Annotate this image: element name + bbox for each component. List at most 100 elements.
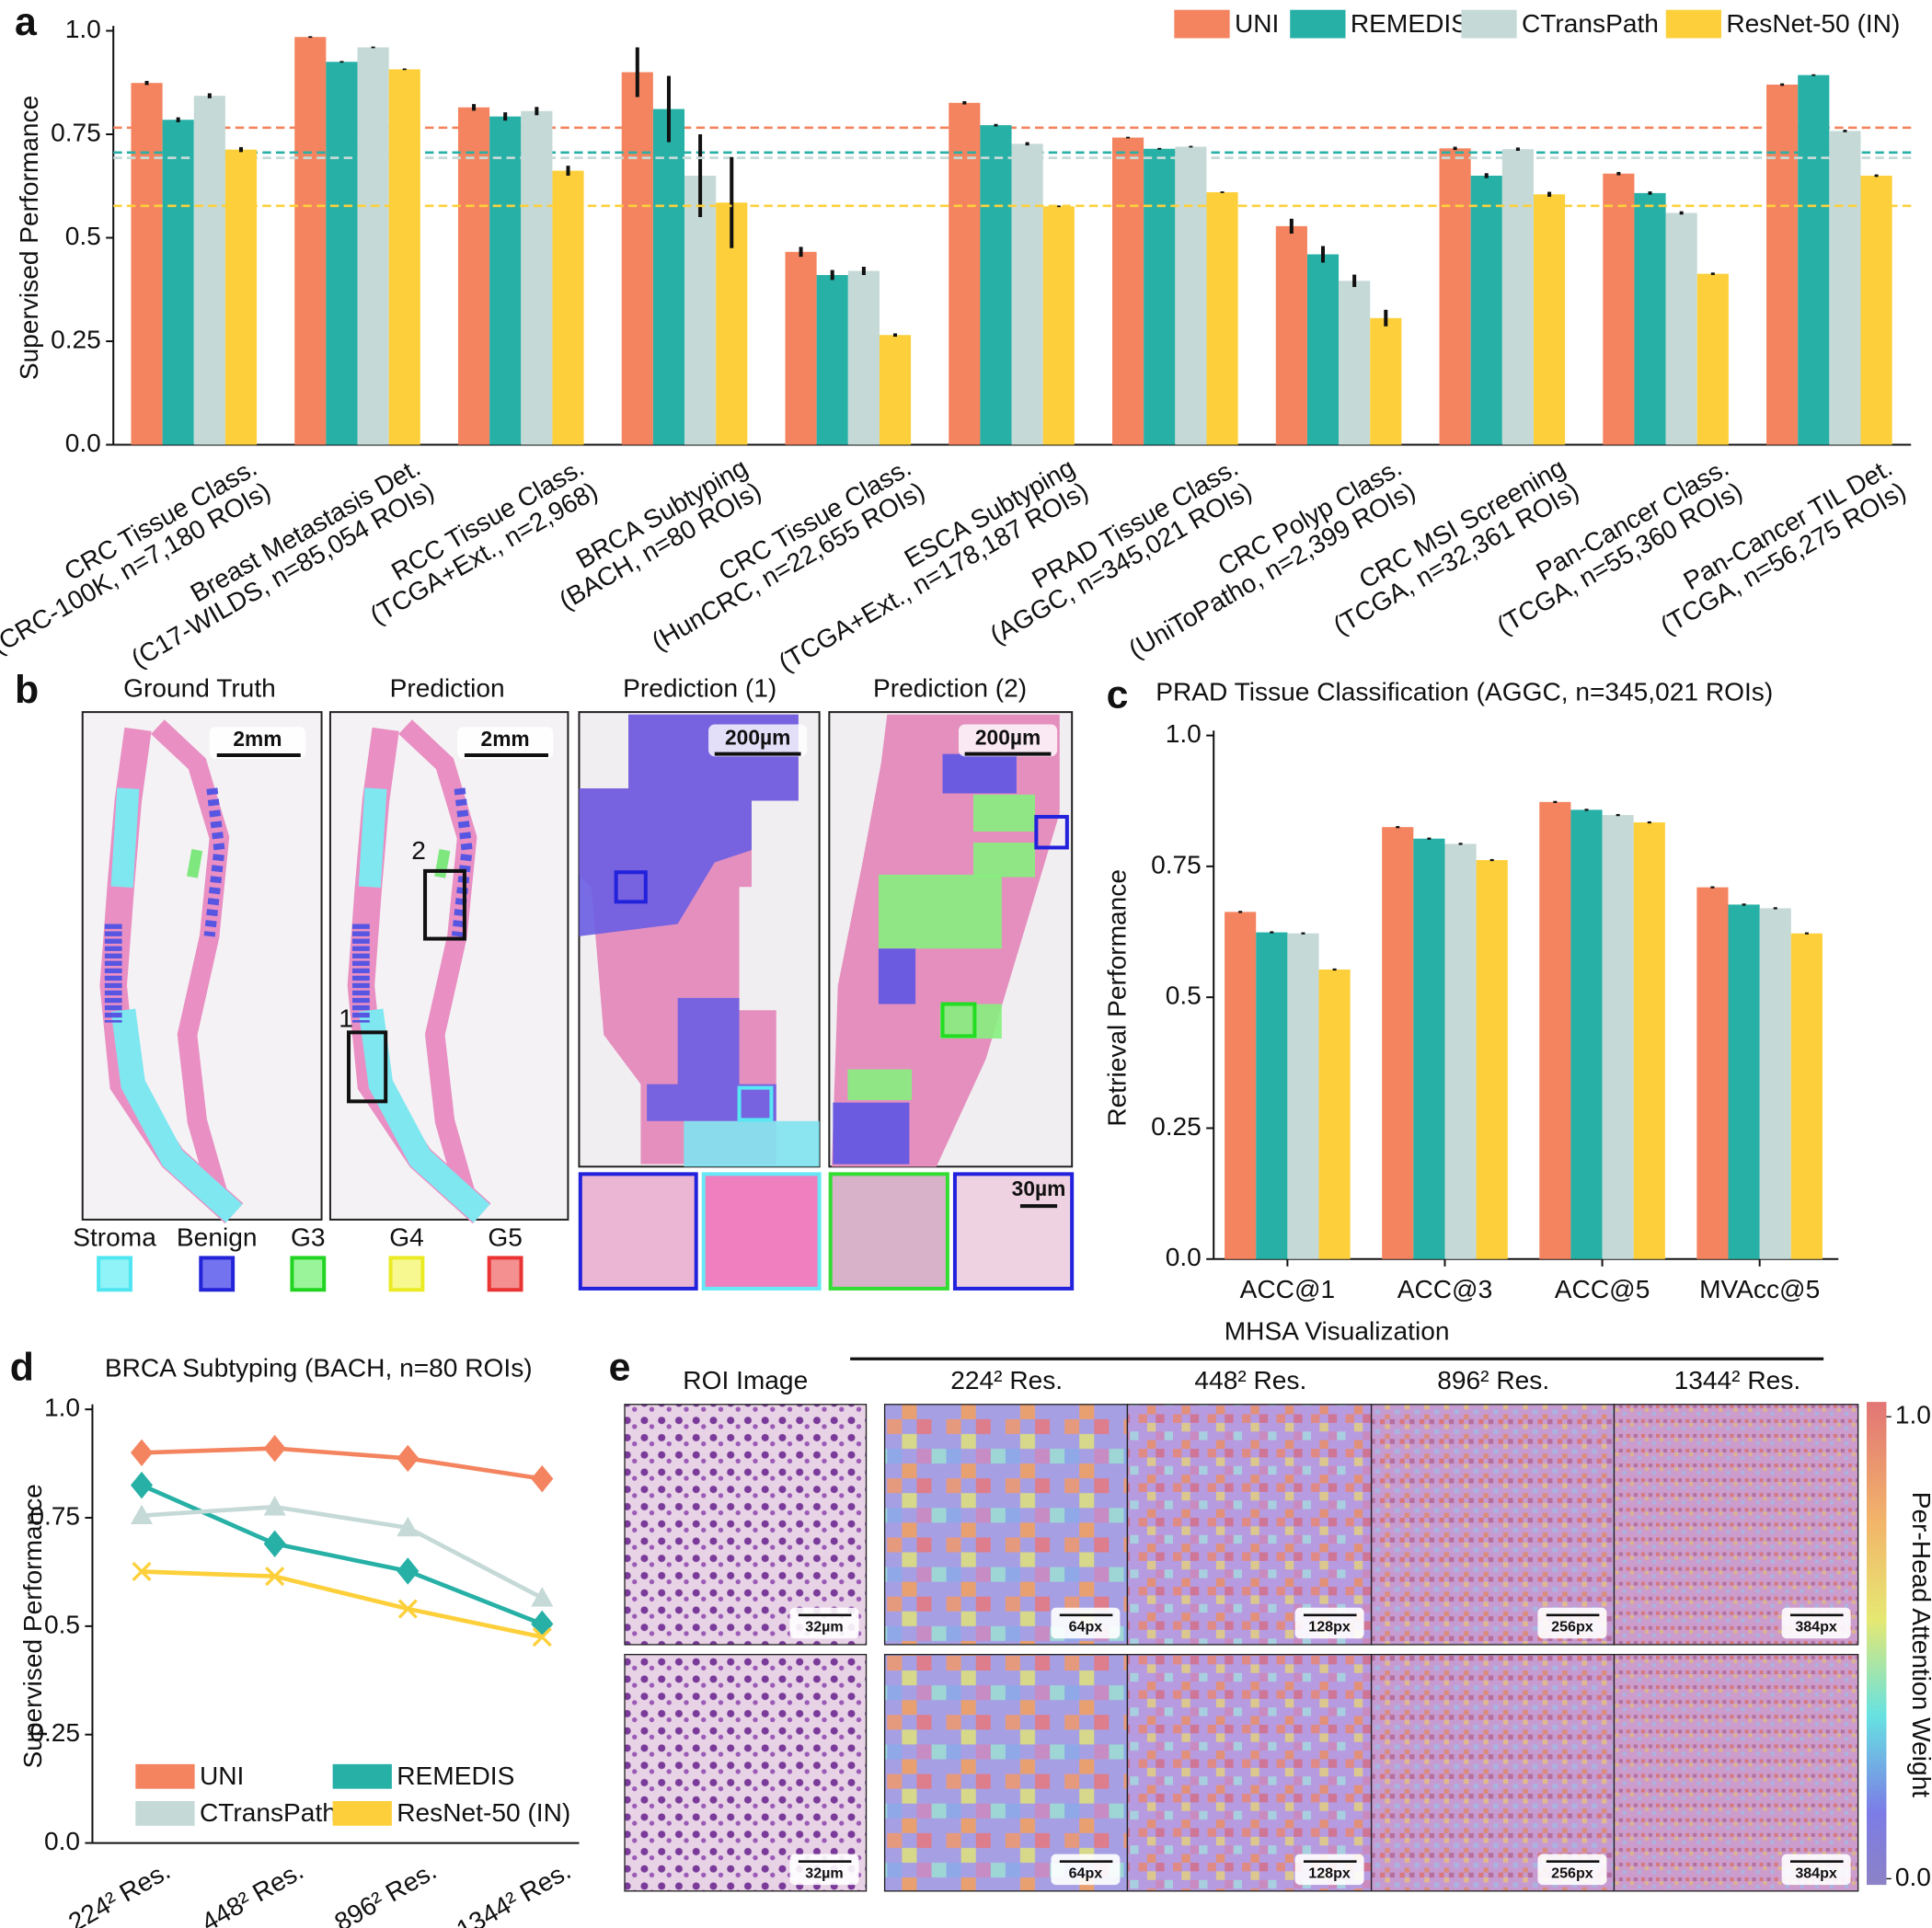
bar — [949, 102, 981, 445]
bar — [1256, 932, 1288, 1259]
column-title: 448² Res. — [1194, 1366, 1306, 1394]
image-title: Prediction (2) — [873, 673, 1027, 702]
legend-swatch — [388, 1256, 425, 1292]
bar — [1790, 933, 1823, 1259]
legend-label: CTransPath — [1522, 9, 1659, 38]
bar — [224, 149, 258, 445]
y-axis-label: Retrieval Performance — [1102, 869, 1131, 1127]
bar — [1444, 844, 1477, 1259]
panel-e: MHSA Visualization Per-Head Attention We… — [624, 1317, 1932, 1892]
colorbar — [1867, 1402, 1887, 1886]
marker — [397, 1516, 420, 1537]
legend-swatch — [487, 1256, 523, 1292]
scale-bar-label: 2mm — [481, 727, 530, 751]
section-title: MHSA Visualization — [1225, 1317, 1450, 1346]
marker — [130, 1439, 154, 1467]
bar — [489, 116, 522, 445]
marker — [130, 1504, 154, 1525]
y-tick-label: 0.25 — [1151, 1112, 1202, 1141]
bar — [1306, 254, 1340, 445]
marker — [397, 1599, 418, 1619]
legend-label: REMEDIS — [1351, 9, 1468, 38]
x-tick-label: 448² Res. — [197, 1856, 308, 1928]
scale-bar-label: 128px — [1308, 1865, 1351, 1881]
x-tick-label: CRC Tissue Class.(HunCRC, n=22,655 ROIs) — [647, 453, 929, 656]
legend-label: G3 — [291, 1223, 325, 1252]
bar — [131, 83, 163, 445]
legend-label: REMEDIS — [397, 1762, 514, 1790]
bar — [1175, 146, 1207, 445]
zoom-box — [737, 1085, 774, 1122]
zoom-tile — [578, 1172, 698, 1291]
bar — [1470, 175, 1502, 445]
image-title: Prediction (1) — [623, 673, 776, 702]
line — [141, 1504, 544, 1601]
y-tick-label: 1.0 — [44, 1394, 80, 1422]
legend-label: UNI — [200, 1762, 244, 1790]
bar — [1728, 904, 1760, 1259]
bar — [1696, 887, 1729, 1259]
scale-bar-label: 256px — [1551, 1618, 1593, 1635]
benign-overlay — [647, 997, 776, 1121]
panel-label: c — [1107, 672, 1129, 717]
legend-swatch — [1174, 9, 1230, 39]
chart-title: BRCA Subtyping (BACH, n=80 ROIs) — [105, 1354, 533, 1383]
legend-swatch — [97, 1256, 132, 1292]
scale-bar-label: 32µm — [805, 1865, 843, 1881]
bar — [521, 110, 553, 445]
g3-overlay — [973, 794, 1035, 832]
bar — [1570, 809, 1603, 1259]
zoom-box — [423, 868, 466, 941]
panel-label: d — [10, 1346, 34, 1390]
bar — [1539, 801, 1571, 1259]
scale-bar-label: 32µm — [805, 1618, 843, 1635]
zoom-box — [614, 870, 648, 904]
chart-title: PRAD Tissue Classification (AGGC, n=345,… — [1156, 677, 1773, 706]
panel-label: a — [15, 0, 38, 44]
bar — [621, 72, 653, 445]
legend-swatch — [1290, 9, 1346, 39]
scale-box — [958, 724, 1058, 757]
g3-overlay — [939, 1004, 1002, 1039]
marker — [397, 1557, 420, 1585]
legend-swatch — [332, 1801, 392, 1826]
benign-overlay — [878, 948, 916, 1004]
bar — [1759, 908, 1791, 1259]
bar — [388, 69, 420, 445]
colorbar-tick-label: 0.0 — [1895, 1863, 1931, 1891]
x-tick-label: ACC@1 — [1240, 1275, 1336, 1303]
panel-label: e — [609, 1346, 631, 1390]
benign-overlay — [942, 753, 1017, 794]
y-tick-label: 1.0 — [65, 15, 101, 43]
scale-bar-label: 200µm — [975, 726, 1041, 750]
bar — [1829, 131, 1861, 445]
bar — [1603, 173, 1635, 445]
legend-swatch — [1461, 9, 1517, 39]
y-tick-label: 0.0 — [65, 429, 101, 457]
bar — [193, 96, 225, 445]
bar — [1533, 194, 1566, 445]
y-tick-label: 0.25 — [51, 325, 101, 353]
x-tick-label: ACC@3 — [1397, 1275, 1493, 1303]
legend-swatch — [1665, 9, 1721, 39]
line — [141, 1569, 543, 1639]
x-tick-label: 1344² Res. — [452, 1856, 576, 1928]
bar — [1476, 860, 1508, 1259]
bar — [879, 335, 912, 445]
zoom-box — [347, 1030, 388, 1104]
marker — [532, 1627, 552, 1647]
scale-box — [209, 727, 306, 760]
y-tick-label: 0.0 — [44, 1827, 80, 1855]
panel-b: Ground Truth Prediction Prediction (1) P… — [81, 673, 1075, 1291]
marker — [531, 1464, 554, 1493]
column-title: ROI Image — [683, 1366, 808, 1394]
scale-bar-label: 384px — [1795, 1618, 1837, 1635]
bar — [1370, 317, 1402, 445]
benign-overlay — [833, 1102, 910, 1165]
legend-label: G4 — [389, 1223, 423, 1252]
g3-overlay — [973, 843, 1035, 878]
marker — [263, 1530, 286, 1558]
bar — [785, 251, 817, 445]
legend-swatch — [332, 1763, 392, 1789]
